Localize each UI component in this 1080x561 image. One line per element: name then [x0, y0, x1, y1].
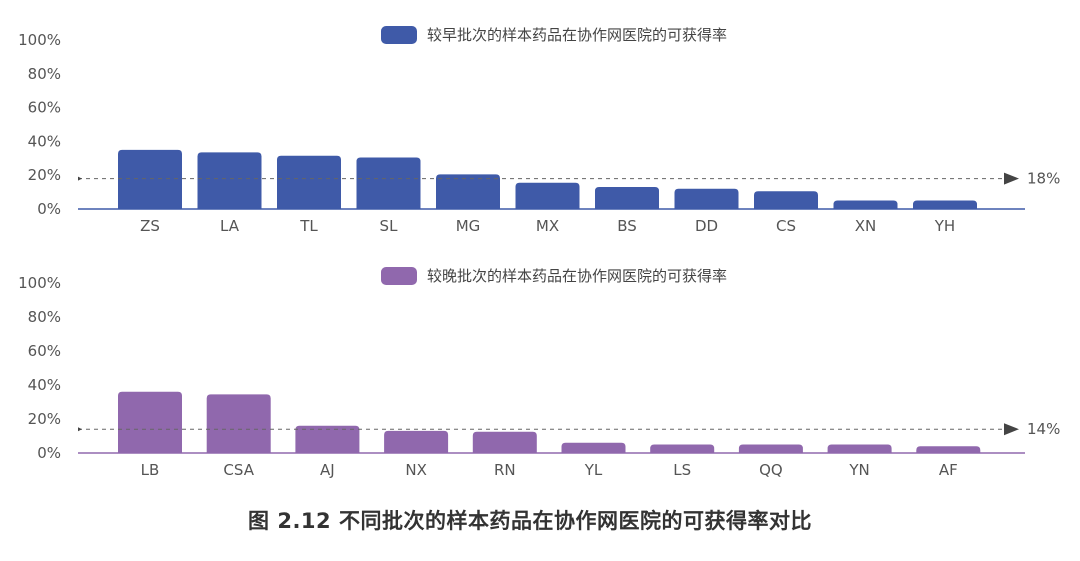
x-tick-label: CSA — [223, 461, 254, 479]
bar-CS — [754, 191, 818, 209]
y-tick-label: 60% — [28, 99, 61, 117]
x-tick-label: AJ — [320, 461, 335, 479]
y-tick-label: 40% — [28, 376, 61, 394]
x-tick-label: SL — [380, 217, 399, 235]
chart-panel-1: 较早批次的样本药品在协作网医院的可获得率 0% 20% 40% 60% 80% 100% ZS… — [18, 26, 1060, 235]
bar-ZS — [118, 149, 182, 209]
x-tick-label: NX — [405, 461, 427, 479]
bar-NX — [384, 430, 449, 453]
legend-swatch — [381, 267, 417, 285]
figure-caption: 图 2.12 不同批次的样本药品在协作网医院的可获得率对比 — [248, 509, 812, 533]
x-tick-label: MX — [536, 217, 559, 235]
x-tick-label: TL — [299, 217, 318, 235]
bar-AF — [916, 446, 981, 453]
bar-LB — [118, 391, 182, 453]
y-tick-label: 40% — [28, 132, 61, 150]
bar-YL — [561, 442, 626, 453]
bar-MX — [515, 182, 580, 209]
y-tick-label: 100% — [18, 31, 61, 49]
y-tick-label: 20% — [28, 410, 61, 428]
legend-label: 较早批次的样本药品在协作网医院的可获得率 — [427, 26, 727, 44]
bar-AJ — [295, 425, 360, 453]
reference-line-start-marker — [78, 427, 82, 432]
reference-line-start-marker — [78, 176, 82, 181]
bar-SL — [356, 157, 421, 209]
reference-arrow-icon — [1004, 423, 1019, 436]
y-tick-label: 80% — [28, 65, 61, 83]
y-tick-label: 80% — [28, 308, 61, 326]
bar-LS — [650, 444, 715, 453]
x-tick-label: ZS — [140, 217, 160, 235]
bar-TL — [277, 155, 341, 209]
x-tick-label: LA — [220, 217, 240, 235]
x-tick-label: DD — [695, 217, 718, 235]
x-tick-label: BS — [617, 217, 637, 235]
bar-MG — [436, 174, 500, 209]
reference-arrow-icon — [1004, 172, 1019, 185]
bar-YN — [827, 444, 892, 453]
bar-QQ — [738, 444, 803, 453]
chart-canvas: 较早批次的样本药品在协作网医院的可获得率 0% 20% 40% 60% 80% 100% ZS… — [18, 26, 1060, 479]
x-tick-label: LB — [141, 461, 160, 479]
bar-DD — [674, 188, 739, 209]
bar-XN — [833, 200, 898, 209]
chart-panel-2: 较晚批次的样本药品在协作网医院的可获得率 0% 20% 40% 60% 80% 100% LB… — [18, 267, 1060, 479]
x-tick-label: XN — [855, 217, 877, 235]
y-tick-label: 60% — [28, 342, 61, 360]
reference-label: 18% — [1027, 170, 1060, 188]
x-tick-label: QQ — [759, 461, 783, 479]
bar-YH — [913, 200, 977, 209]
x-tick-label: RN — [494, 461, 516, 479]
x-tick-label: YH — [934, 217, 955, 235]
legend-label: 较晚批次的样本药品在协作网医院的可获得率 — [427, 267, 727, 285]
y-tick-label: 100% — [18, 274, 61, 292]
legend-swatch — [381, 26, 417, 44]
x-tick-label: YN — [848, 461, 869, 479]
y-tick-label: 0% — [37, 200, 61, 218]
x-tick-label: LS — [673, 461, 691, 479]
y-tick-label: 0% — [37, 444, 61, 462]
x-tick-label: CS — [776, 217, 796, 235]
x-tick-label: MG — [456, 217, 481, 235]
bar-RN — [472, 431, 537, 453]
bar-CSA — [206, 394, 271, 453]
bar-BS — [595, 187, 659, 209]
bar-LA — [197, 152, 262, 209]
x-tick-label: YL — [584, 461, 603, 479]
y-tick-label: 20% — [28, 166, 61, 184]
x-tick-label: AF — [939, 461, 958, 479]
reference-label: 14% — [1027, 420, 1060, 438]
